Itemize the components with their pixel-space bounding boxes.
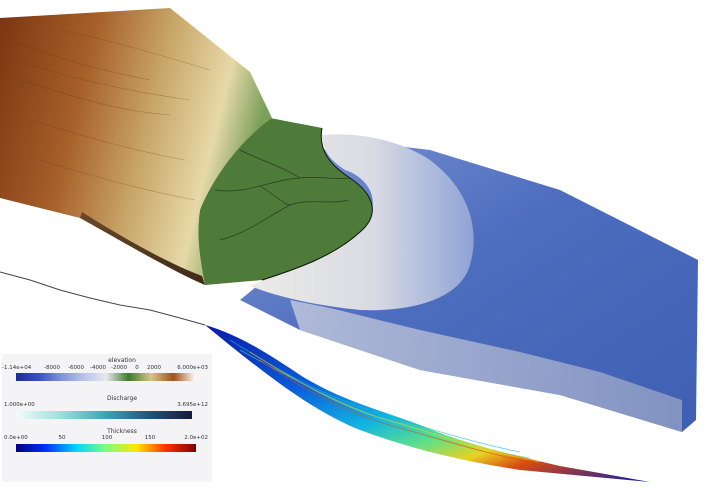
elevation-colorbar [16,373,196,381]
thickness-tick: 50 [58,435,66,441]
discharge-colorbar-title: Discharge [106,395,138,402]
discharge-colorbar [16,411,192,419]
discharge-tick: 3.695e+12 [177,402,208,408]
thickness-tick: 100 [101,435,113,441]
discharge-tick: 1.000e+00 [4,402,35,408]
continental-slope-face [290,300,682,432]
elevation-tick: -1.14e+04 [2,365,32,371]
river-network [214,149,351,241]
thickness-tick: 2.0e+02 [184,435,208,441]
thickness-colorbar [16,444,196,452]
elevation-tick: 6.000e+03 [177,365,208,371]
elevation-tick: -8000 [44,365,60,371]
colorbar-legend-panel: elevation -1.14e+04 -8000 -6000 -4000 -2… [2,354,212,482]
thickness-tick: 0.0e+00 [4,435,28,441]
mountain-cliff [80,212,205,285]
continental-shelf [250,134,474,311]
elevation-tick: 0 [135,365,139,371]
thickness-tick: 150 [144,435,156,441]
elevation-tick: -2000 [111,365,127,371]
mountain-range [0,8,272,285]
sea-level-profile-line [0,271,206,326]
elevation-tick: -4000 [90,365,106,371]
thickness-colorbar-title: Thickness [107,428,137,435]
elevation-tick: -6000 [68,365,84,371]
elevation-colorbar-title: elevation [108,357,136,364]
stratigraphy-wedge [205,325,650,482]
coastline [261,127,373,281]
elevation-tick: 2000 [147,365,161,371]
stratigraphy-layers [229,339,546,466]
terrain-ridges [9,29,211,201]
